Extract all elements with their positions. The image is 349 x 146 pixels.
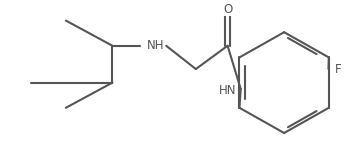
Text: HN: HN: [219, 84, 236, 97]
Text: NH: NH: [146, 39, 164, 52]
Text: O: O: [223, 3, 232, 16]
Text: F: F: [335, 62, 341, 75]
